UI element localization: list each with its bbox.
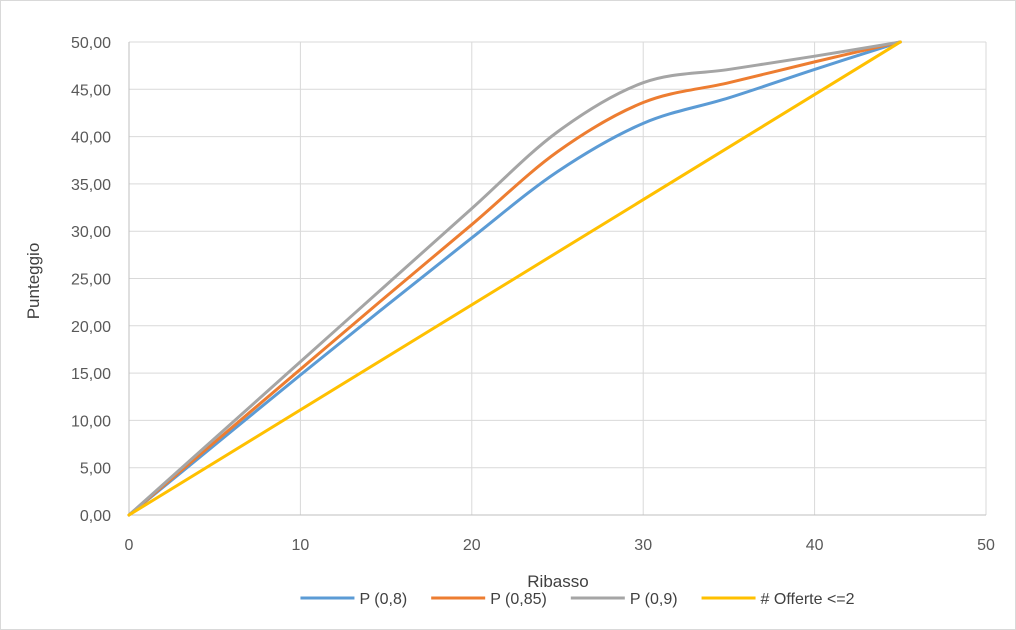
series-line-p-0-9 bbox=[127, 40, 902, 517]
legend-entry: P (0,8) bbox=[300, 591, 407, 608]
x-tick-label: 50 bbox=[977, 537, 995, 554]
tick-labels: 0,00 5,00 10,00 15,00 20,00 25,00 30,00 35,00 40… bbox=[71, 35, 995, 554]
y-tick-label: 0,00 bbox=[80, 508, 111, 525]
y-tick-label: 15,00 bbox=[71, 366, 111, 383]
y-tick-label: 5,00 bbox=[80, 461, 111, 478]
x-tick-label: 40 bbox=[806, 537, 824, 554]
y-tick-label: 35,00 bbox=[71, 177, 111, 194]
y-tick-label: 25,00 bbox=[71, 272, 111, 289]
legend-entry: # Offerte <=2 bbox=[701, 591, 855, 608]
legend-label: P (0,85) bbox=[490, 591, 547, 608]
series-lines bbox=[127, 40, 902, 517]
legend-entry: P (0,9) bbox=[570, 591, 678, 608]
legend-label: P (0,9) bbox=[630, 591, 678, 608]
y-tick-label: 10,00 bbox=[71, 413, 111, 430]
legend: P (0,8) P (0,85) P (0,9) # Offerte <=2 bbox=[300, 591, 855, 608]
y-tick-label: 40,00 bbox=[71, 130, 111, 147]
y-tick-label: 20,00 bbox=[71, 319, 111, 336]
series-line-offerte-2 bbox=[127, 40, 902, 517]
axes bbox=[128, 42, 986, 516]
x-tick-label: 20 bbox=[463, 537, 481, 554]
gridlines bbox=[129, 41, 987, 515]
y-tick-label: 45,00 bbox=[71, 82, 111, 99]
x-tick-label: 10 bbox=[292, 537, 310, 554]
x-tick-label: 0 bbox=[125, 537, 134, 554]
legend-label: # Offerte <=2 bbox=[761, 591, 855, 608]
series-line-p-0-85 bbox=[127, 40, 902, 517]
y-tick-label: 50,00 bbox=[71, 35, 111, 52]
legend-label: P (0,8) bbox=[359, 591, 407, 608]
y-axis-title: Punteggio bbox=[24, 243, 43, 320]
series-line-p-0-8 bbox=[127, 40, 902, 517]
y-tick-label: 30,00 bbox=[71, 224, 111, 241]
x-axis-title: Ribasso bbox=[527, 572, 588, 591]
legend-entry: P (0,85) bbox=[431, 591, 547, 608]
x-tick-label: 30 bbox=[634, 537, 652, 554]
